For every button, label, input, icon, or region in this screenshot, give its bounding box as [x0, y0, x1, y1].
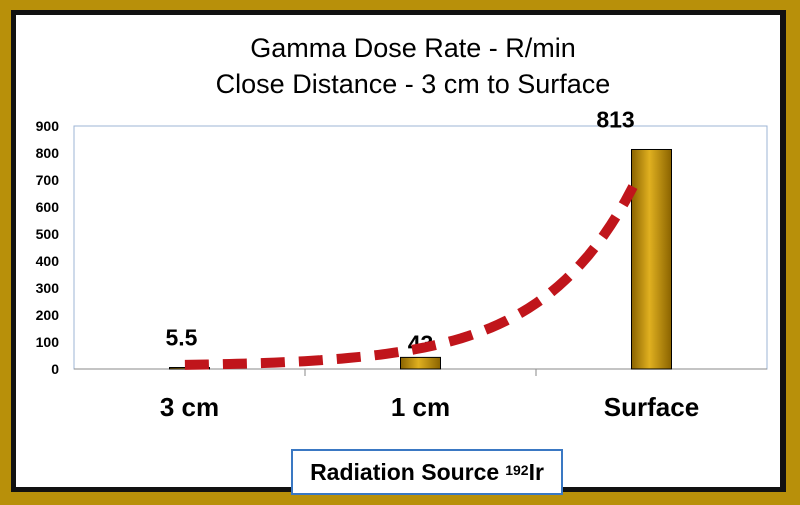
y-tick-label-5: 500: [36, 226, 60, 242]
x-tick-label-2: Surface: [604, 392, 699, 422]
y-tick-label-1: 100: [36, 334, 60, 350]
y-tick-label-6: 600: [36, 199, 60, 215]
y-tick-label-9: 900: [36, 118, 60, 134]
y-tick-label-2: 200: [36, 307, 60, 323]
chart-title-line-2: Close Distance - 3 cm to Surface: [216, 69, 611, 99]
y-tick-label-7: 700: [36, 172, 60, 188]
gamma-dose-chart: Gamma Dose Rate - R/min Close Distance -…: [36, 33, 768, 422]
plot-area: 0 100 200 300 400 500 600 700 800 900 3 cm 1 cm Surf…: [36, 106, 768, 422]
x-axis-label-box: Radiation Source 192 Ir: [291, 449, 563, 495]
y-tick-label-8: 800: [36, 145, 60, 161]
x-tick-label-1: 1 cm: [391, 392, 450, 422]
y-tick-label-3: 300: [36, 280, 60, 296]
x-axis-label-text: Radiation Source: [310, 458, 500, 485]
data-label-2: 813: [596, 106, 634, 132]
isotope-symbol: Ir: [528, 458, 544, 485]
bar-2: [631, 148, 672, 370]
y-tick-label-4: 400: [36, 253, 60, 269]
chart-panel: Gamma Dose Rate - R/min Close Distance -…: [16, 15, 780, 495]
isotope-mass-number: 192: [505, 462, 529, 478]
y-tick-label-0: 0: [51, 361, 59, 377]
chart-title-line-1: Gamma Dose Rate - R/min: [250, 33, 576, 63]
data-label-0: 5.5: [166, 325, 198, 351]
bar-1: [400, 356, 441, 370]
x-tick-label-0: 3 cm: [160, 392, 219, 422]
trendline: [184, 184, 638, 370]
